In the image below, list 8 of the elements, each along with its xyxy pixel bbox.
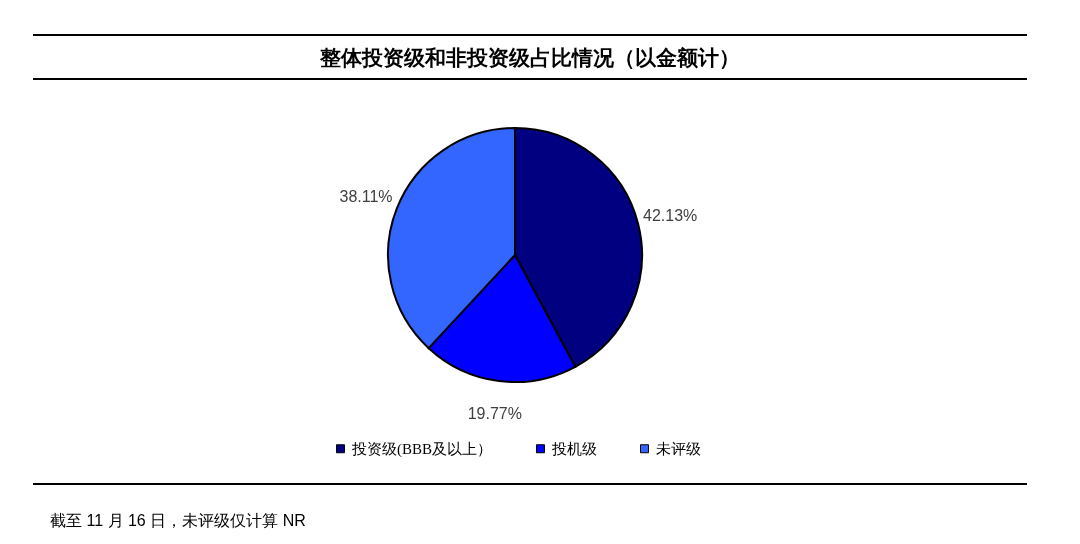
legend-label: 未评级 <box>656 440 701 457</box>
text: 截至 11 月 16 日，未评级仅计算 NR <box>50 511 306 531</box>
data-label: 38.11% <box>339 187 393 205</box>
data-label: 19.77% <box>467 404 522 422</box>
legend-label: 投机级 <box>551 440 597 457</box>
data-label: 42.13% <box>643 206 698 224</box>
legend-label: 投资级(BBB及以上） <box>351 440 493 458</box>
chart-title: 整体投资级和非投资级占比情况（以金额计） <box>319 45 741 72</box>
